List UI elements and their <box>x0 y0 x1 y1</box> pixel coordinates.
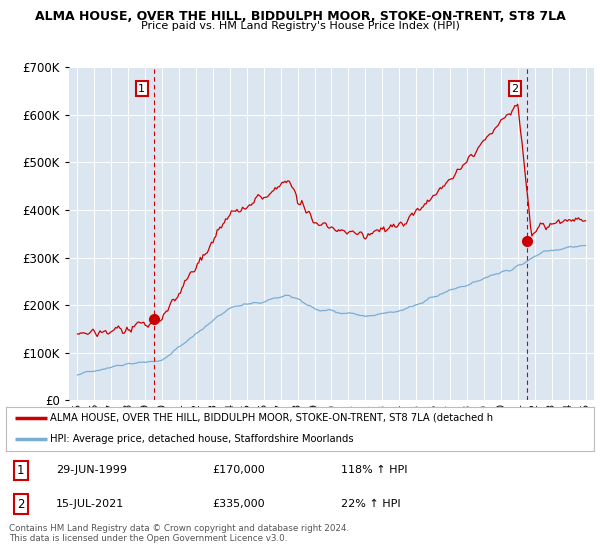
Text: 118% ↑ HPI: 118% ↑ HPI <box>341 465 407 475</box>
Text: 1: 1 <box>17 464 25 477</box>
Text: 1: 1 <box>139 83 145 94</box>
Text: Contains HM Land Registry data © Crown copyright and database right 2024.
This d: Contains HM Land Registry data © Crown c… <box>9 524 349 543</box>
Text: 2: 2 <box>17 497 25 511</box>
Text: ALMA HOUSE, OVER THE HILL, BIDDULPH MOOR, STOKE-ON-TRENT, ST8 7LA: ALMA HOUSE, OVER THE HILL, BIDDULPH MOOR… <box>35 10 565 22</box>
Text: £170,000: £170,000 <box>212 465 265 475</box>
Text: 22% ↑ HPI: 22% ↑ HPI <box>341 499 401 509</box>
Text: 15-JUL-2021: 15-JUL-2021 <box>56 499 124 509</box>
Text: 29-JUN-1999: 29-JUN-1999 <box>56 465 127 475</box>
Text: 2: 2 <box>512 83 518 94</box>
Text: £335,000: £335,000 <box>212 499 265 509</box>
Text: Price paid vs. HM Land Registry's House Price Index (HPI): Price paid vs. HM Land Registry's House … <box>140 21 460 31</box>
Text: HPI: Average price, detached house, Staffordshire Moorlands: HPI: Average price, detached house, Staf… <box>50 433 354 444</box>
Text: ALMA HOUSE, OVER THE HILL, BIDDULPH MOOR, STOKE-ON-TRENT, ST8 7LA (detached h: ALMA HOUSE, OVER THE HILL, BIDDULPH MOOR… <box>50 413 493 423</box>
